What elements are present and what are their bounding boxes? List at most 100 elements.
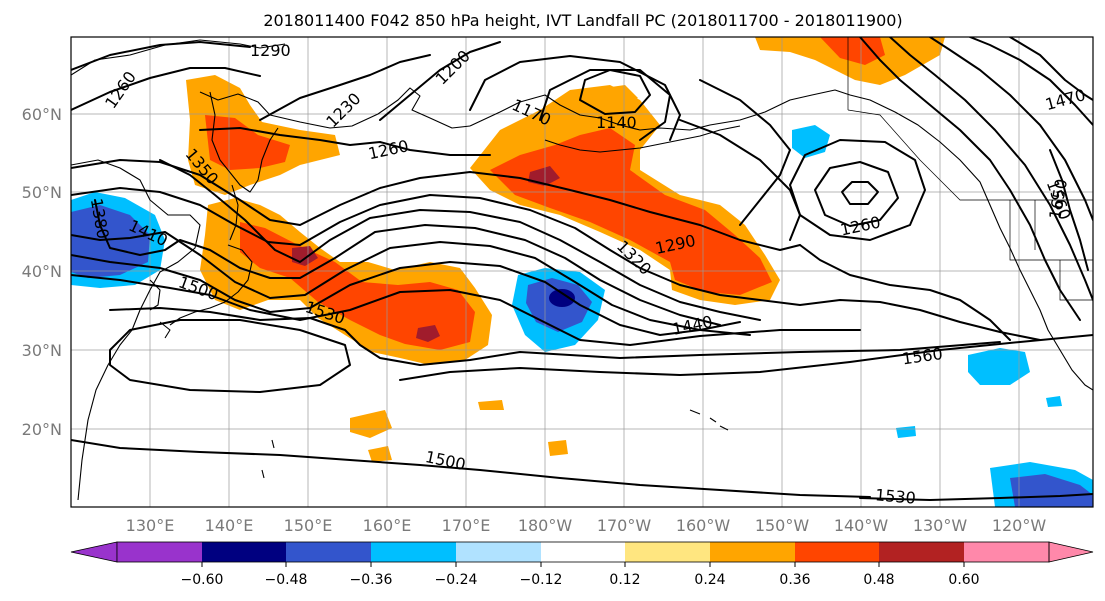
colorbar-segment: [879, 542, 964, 562]
longitude-label: 170°E: [442, 516, 491, 535]
contour-1650: [1049, 149, 1089, 271]
border-canada-us: [847, 37, 1093, 201]
contour-1320-mid: [71, 187, 761, 301]
colorbar-tick-label: −0.36: [350, 572, 393, 588]
contour-low-gulf-inner: [841, 181, 879, 205]
contour-low-outer: [469, 55, 681, 141]
coastline-alaska: [469, 89, 1093, 391]
ivt-shading: [71, 37, 1093, 507]
contour-trough-east-2: [759, 299, 1041, 341]
ivt-negative-patch-coast: [1046, 396, 1062, 407]
colorbar-segment: [117, 542, 202, 562]
contour-ridge-4: [969, 37, 1093, 126]
longitude-label: 140°E: [205, 516, 254, 535]
colorbar-segment: [964, 542, 1049, 562]
contour-ridge-3: [929, 37, 1093, 221]
ivt-positive-patch-south-1: [350, 410, 392, 438]
colorbar-tick-label: 0.12: [609, 572, 640, 588]
contour-1230-north: [259, 54, 431, 121]
latitude-label: 60°N: [22, 105, 62, 124]
contour-1530: [109, 307, 1001, 366]
latitude-label: 50°N: [22, 183, 62, 202]
map-panel: 1290 1260 1230 1200 1170 1140 1350 1380 …: [70, 36, 1094, 508]
coastline-kamchatka: [209, 91, 279, 193]
colorbar-segment: [710, 542, 795, 562]
colorbar-tick-label: 0.24: [694, 572, 725, 588]
plot-title: 2018011400 F042 850 hPa height, IVT Land…: [263, 11, 902, 30]
ivt-positive-core-north: [820, 37, 885, 65]
coastline-aleutians: [544, 125, 741, 153]
colorbar-tick-label: 0.36: [779, 572, 810, 588]
colorbar-tick-label: 0.60: [948, 572, 979, 588]
latitude-labels: 60°N 50°N 40°N 30°N 20°N: [22, 105, 62, 439]
longitude-labels: 130°E 140°E 150°E 160°E 170°E 180°W 170°…: [126, 516, 1047, 535]
coastline-mariana: [261, 439, 275, 479]
contour-1260-gulf: [814, 161, 899, 227]
contour-1500-south: [71, 439, 871, 498]
contour-low-southwest: [109, 319, 351, 393]
contour-east-upper: [699, 79, 791, 226]
colorbar-segment: [456, 542, 541, 562]
colorbar-arrow-left: [70, 541, 118, 563]
colorbar-arrow-right: [1048, 541, 1094, 563]
ivt-positive-core-north-pacific: [490, 128, 772, 295]
longitude-label: 150°E: [284, 516, 333, 535]
colorbar-tick-label: −0.60: [181, 572, 224, 588]
contour-1170: [539, 69, 671, 141]
ivt-negative-patch-hawaii: [896, 426, 916, 438]
contour-trough-east-1: [799, 244, 1011, 341]
ivt-positive-patch-west-alaska: [590, 85, 638, 108]
colorbar-tick-label: −0.24: [435, 572, 478, 588]
longitude-label: 150°W: [755, 516, 810, 535]
colorbar-segment: [795, 542, 879, 562]
contour-1560: [399, 334, 1093, 381]
ivt-negative-core-asia: [71, 205, 150, 278]
latitude-label: 40°N: [22, 262, 62, 281]
contour-1500: [71, 274, 861, 346]
latitude-label: 30°N: [22, 341, 62, 360]
contour-1290-north: [71, 41, 251, 71]
longitude-label: 170°W: [597, 516, 652, 535]
colorbar: −0.60 −0.48 −0.36 −0.24 −0.12 0.12 0.24 …: [70, 541, 1094, 588]
ivt-positive-peak-central-pacific: [416, 325, 440, 342]
colorbar-tick-label: 0.48: [863, 572, 894, 588]
ivt-positive-patch-north: [755, 37, 945, 85]
colorbar-segment: [202, 542, 286, 562]
contour-ridge-2: [889, 37, 1093, 301]
colorbar-segment: [541, 542, 625, 562]
longitude-label: 180°W: [518, 516, 573, 535]
ivt-negative-region-subtropical-east: [968, 348, 1030, 385]
contour-label: 1290: [250, 41, 291, 60]
ivt-negative-peak-central-pacific: [549, 289, 575, 307]
ivt-negative-region-gulf-alaska: [792, 125, 830, 158]
coastline-sakhalin: [229, 184, 239, 241]
contour-east-mid: [679, 119, 801, 241]
contour-low-gulf-outer: [789, 139, 926, 241]
colorbar-segment: [286, 542, 371, 562]
coastline-east-asia: [71, 159, 201, 501]
political-borders: [847, 37, 1093, 301]
longitude-label: 130°W: [913, 516, 968, 535]
colorbar-segment: [371, 542, 456, 562]
ivt-negative-core-southeast: [1010, 474, 1093, 507]
contour-1200-north: [379, 41, 501, 121]
colorbar-segment: [625, 542, 710, 562]
contour-1260-mid: [199, 127, 491, 156]
contour-1260-north: [71, 67, 261, 111]
ivt-positive-patch-south-4: [548, 440, 568, 456]
contour-ridge-1: [859, 37, 1081, 321]
coastline-hawaii: [689, 409, 729, 431]
longitude-label: 160°W: [676, 516, 731, 535]
contour-1290-mid: [71, 159, 801, 251]
contour-1140-low: [579, 69, 651, 115]
map-frame: [70, 36, 1094, 508]
contour-1350: [159, 159, 761, 321]
contour-label: 1140: [596, 113, 637, 132]
colorbar-tick-label: −0.48: [265, 572, 308, 588]
contour-1440: [71, 254, 741, 336]
ivt-positive-patch-south-2: [368, 446, 392, 462]
colorbar-tick-label: −0.12: [520, 572, 563, 588]
contour-1380-west: [94, 199, 721, 326]
longitude-label: 160°E: [363, 516, 412, 535]
